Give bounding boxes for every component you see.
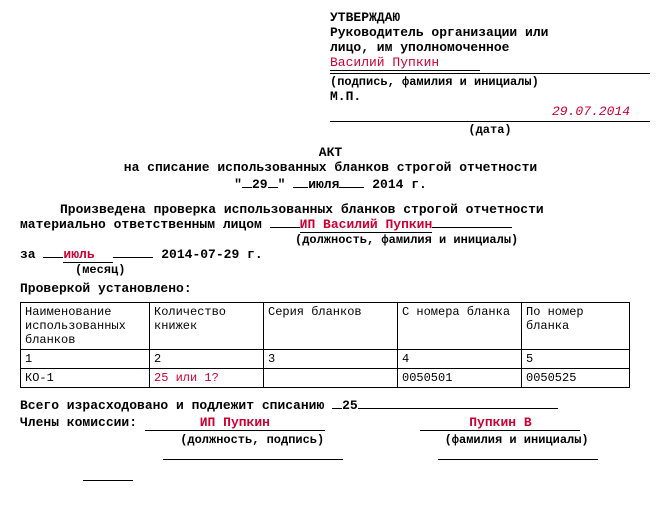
cell-1-5: 5: [522, 350, 630, 369]
approval-mp: М.П.: [330, 89, 650, 104]
body-p1b-row: материально ответственным лицом ИП Васил…: [20, 217, 641, 233]
body-month: июль: [63, 247, 113, 263]
cell-2-1: КО-1: [21, 369, 150, 388]
th2: Количество книжек: [150, 303, 264, 350]
body-person: ИП Василий Пупкин: [300, 217, 433, 233]
body-estab: Проверкой установлено:: [20, 281, 641, 296]
footer-total-val: 25: [342, 398, 358, 413]
th4: С номера бланка: [398, 303, 522, 350]
body-month-caption: (месяц): [20, 263, 641, 277]
body-p1b: материально ответственным лицом: [20, 217, 262, 232]
th5: По номер бланка: [522, 303, 630, 350]
footer-mem1: ИП Пупкин: [200, 415, 270, 430]
akt-title: АКТ: [20, 145, 641, 160]
table-row: КО-1 25 или 1? 0050501 0050525: [21, 369, 630, 388]
approval-line2: лицо, им уполномоченное: [330, 40, 650, 55]
cell-1-3: 3: [264, 350, 398, 369]
approval-signer: Василий Пупкин: [330, 55, 480, 71]
body-p1a: Произведена проверка использованных блан…: [20, 202, 641, 217]
approval-line1: Руководитель организации или: [330, 25, 650, 40]
body-za: за: [20, 247, 36, 262]
akt-year: 2014 г.: [372, 177, 427, 192]
body-za-row: за июль 2014-07-29 г.: [20, 247, 641, 263]
footer-bottom-line: [20, 470, 641, 485]
cell-1-4: 4: [398, 350, 522, 369]
body-caption1: (должность, фамилия и инициалы): [20, 233, 641, 247]
cell-1-2: 2: [150, 350, 264, 369]
approval-date: 29.07.2014: [552, 104, 630, 119]
cell-2-5: 0050525: [522, 369, 630, 388]
approval-heading: УТВЕРЖДАЮ: [330, 10, 650, 25]
table-header: Наименование использованных бланков Коли…: [21, 303, 630, 350]
body-date2: 2014-07-29 г.: [161, 247, 262, 262]
footer-captions: (должность, подпись) (фамилия и инициалы…: [20, 433, 641, 447]
footer-total: Всего израсходовано и подлежит списанию …: [20, 398, 641, 413]
table-row: 1 2 3 4 5: [21, 350, 630, 369]
akt-month: июля: [308, 177, 339, 192]
footer-blank-lines: [20, 449, 641, 464]
th3: Серия бланков: [264, 303, 398, 350]
footer-mem1-cap: (должность, подпись): [162, 433, 342, 447]
akt-subtitle: на списание использованных бланков строг…: [20, 160, 641, 175]
footer-total-label: Всего израсходовано и подлежит списанию: [20, 398, 324, 413]
approval-date-caption: (дата): [330, 123, 650, 137]
approval-sig-caption: (подпись, фамилия и инициалы): [330, 75, 650, 89]
cell-2-3: [264, 369, 398, 388]
th1: Наименование использованных бланков: [21, 303, 150, 350]
footer-mem2-cap: (фамилия и инициалы): [437, 433, 597, 447]
cell-2-4: 0050501: [398, 369, 522, 388]
akt-date: "29" июля 2014 г.: [20, 177, 641, 192]
footer-members-label: Члены комиссии:: [20, 415, 137, 430]
cell-1-1: 1: [21, 350, 150, 369]
cell-2-2: 25 или 1?: [150, 369, 264, 388]
footer-mem2: Пупкин В: [469, 415, 531, 430]
akt-day: 29: [252, 177, 268, 192]
data-table: Наименование использованных бланков Коли…: [20, 302, 630, 388]
footer-members-row: Члены комиссии: ИП Пупкин Пупкин В: [20, 415, 641, 431]
